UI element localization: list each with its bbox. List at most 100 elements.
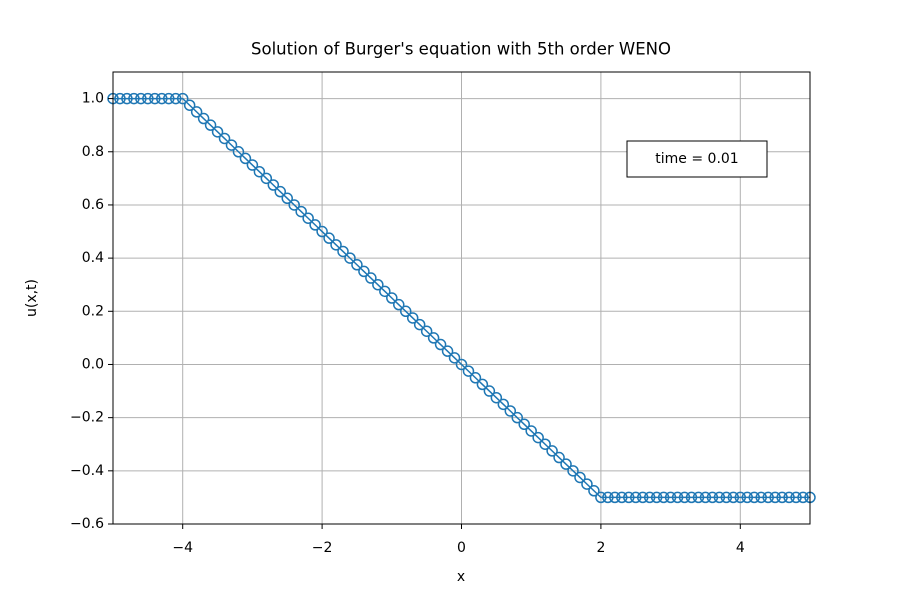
data-point [790, 491, 802, 504]
data-point [135, 92, 147, 105]
data-point [281, 192, 293, 205]
data-point [406, 312, 419, 324]
y-tick-label: 0.4 [82, 250, 104, 266]
data-point [218, 132, 231, 145]
data-point [344, 252, 356, 264]
data-point [114, 92, 126, 105]
data-point [288, 199, 300, 211]
data-point [413, 318, 426, 331]
data-point [623, 491, 635, 504]
y-tick-label: 1.0 [82, 91, 104, 107]
data-point [588, 485, 600, 497]
x-axis-label: x [457, 569, 465, 585]
data-point [539, 438, 551, 450]
data-point [678, 491, 691, 504]
data-point [553, 451, 565, 464]
data-point [302, 212, 314, 224]
data-point [246, 159, 259, 171]
data-point [546, 445, 558, 457]
data-point [769, 491, 781, 504]
data-point [121, 92, 133, 105]
data-point [163, 92, 175, 105]
data-point [156, 92, 168, 105]
data-point [727, 491, 740, 504]
data-point [748, 491, 760, 504]
data-point [211, 126, 224, 138]
data-point [169, 92, 182, 105]
data-point [274, 185, 287, 198]
chart-title: Solution of Burger's equation with 5th o… [251, 40, 671, 59]
data-point [706, 491, 719, 504]
data-point [372, 278, 384, 291]
data-point [149, 92, 161, 105]
data-point [427, 332, 440, 344]
data-point [734, 491, 747, 504]
data-point [525, 425, 537, 437]
data-point [490, 391, 503, 404]
data-point [183, 99, 196, 111]
x-tick-label: −4 [172, 540, 193, 556]
y-tick-label: 0.2 [82, 303, 104, 319]
data-point [755, 491, 767, 504]
data-point [239, 152, 252, 165]
data-point [309, 219, 321, 231]
data-point [636, 491, 649, 504]
data-point [462, 365, 475, 377]
data-point [267, 179, 280, 191]
data-point [337, 245, 349, 258]
y-axis-label: u(x,t) [24, 279, 40, 317]
data-point [692, 491, 705, 504]
data-point [190, 106, 203, 118]
data-point [128, 92, 140, 105]
data-point [142, 92, 154, 105]
annotation: time = 0.01 [655, 151, 738, 167]
data-point [797, 491, 809, 504]
data-point [643, 491, 656, 504]
plot-area [107, 92, 816, 504]
data-point [379, 285, 391, 298]
data-point [399, 305, 412, 318]
data-point [713, 491, 726, 504]
y-tick-label: 0.6 [82, 197, 104, 213]
data-point [664, 491, 677, 504]
y-tick-label: 0.0 [82, 356, 104, 372]
data-point [657, 491, 670, 504]
data-point [518, 418, 530, 431]
data-point [741, 491, 754, 504]
data-point [762, 491, 774, 504]
data-point [316, 225, 328, 238]
annotation-box [626, 140, 768, 178]
data-point [699, 491, 712, 504]
data-point [232, 146, 245, 158]
x-tick-label: 4 [736, 540, 745, 556]
x-tick-label: 0 [457, 540, 466, 556]
data-point [386, 292, 398, 304]
data-point [574, 471, 586, 484]
data-point [358, 265, 370, 278]
data-point [448, 352, 461, 364]
data-point [469, 372, 482, 384]
data-point [504, 405, 517, 417]
data-point [330, 239, 342, 251]
data-point [783, 491, 795, 504]
data-point [483, 385, 496, 397]
data-point [197, 112, 210, 125]
data-point [441, 345, 454, 357]
y-tick-label: −0.2 [70, 410, 104, 426]
y-tick-label: −0.6 [70, 516, 104, 532]
data-point [532, 431, 544, 444]
data-point [434, 338, 447, 351]
data-point [323, 232, 335, 244]
data-point [581, 478, 593, 490]
data-point [602, 491, 614, 504]
y-tick-label: −0.4 [70, 463, 104, 479]
data-point [225, 139, 238, 151]
data-point [351, 259, 363, 271]
data-point [176, 92, 189, 105]
data-point [204, 119, 217, 131]
data-point [420, 325, 433, 337]
x-tick-label: 2 [596, 540, 605, 556]
x-tick-label: −2 [312, 540, 333, 556]
data-point [253, 165, 266, 178]
